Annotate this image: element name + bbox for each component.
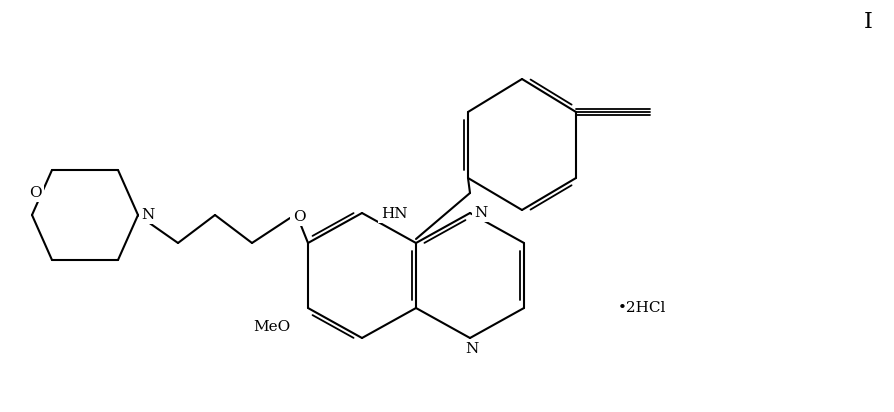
Text: I: I — [864, 11, 873, 33]
Text: O: O — [29, 185, 41, 199]
Text: O: O — [292, 210, 306, 224]
Text: HN: HN — [381, 207, 408, 221]
Text: N: N — [141, 208, 155, 222]
Text: N: N — [475, 206, 487, 220]
Text: N: N — [466, 342, 478, 356]
Text: MeO: MeO — [253, 320, 290, 334]
Text: •2HCl: •2HCl — [618, 301, 666, 315]
